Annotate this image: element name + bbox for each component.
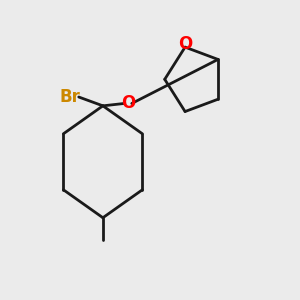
Text: O: O [121, 94, 135, 112]
Text: Br: Br [59, 88, 80, 106]
Text: O: O [178, 35, 192, 53]
